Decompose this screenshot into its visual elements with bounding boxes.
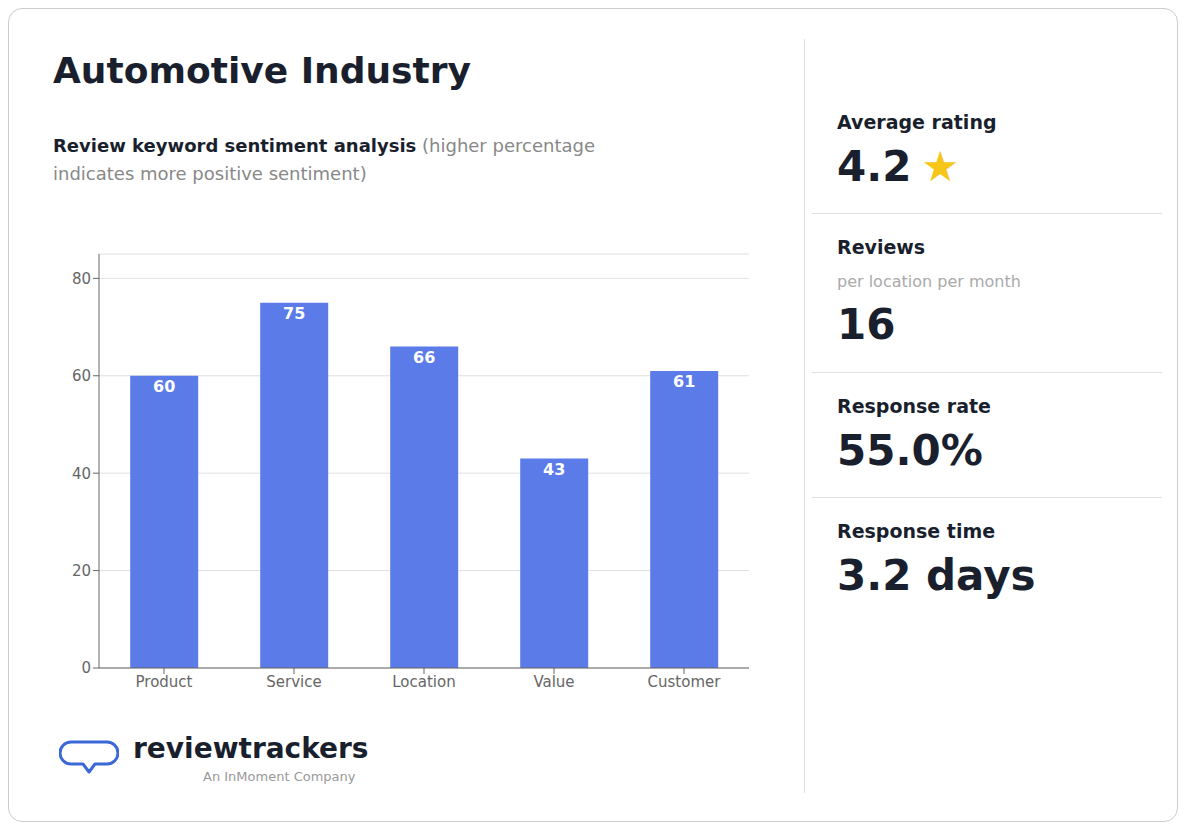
svg-text:0: 0: [81, 659, 91, 677]
svg-text:40: 40: [72, 465, 91, 483]
html-text:16: 16: [837, 300, 896, 350]
html-text:Response rate: Response rate: [837, 394, 991, 417]
html-text:Average rating: Average rating: [837, 111, 997, 133]
svg-text:43: 43: [543, 460, 565, 479]
html-text:Automotive Industry: Automotive Industry: [53, 50, 471, 91]
svg-text:Customer: Customer: [648, 673, 722, 691]
html-text:Review keyword sentiment analy: Review keyword sentiment analysis (highe…: [53, 135, 595, 157]
html-text:indicates more positive sentim: indicates more positive sentiment): [53, 163, 367, 185]
html-text:Reviews: Reviews: [837, 236, 926, 259]
svg-text:20: 20: [72, 562, 91, 580]
html-text:An InMoment Company: An InMoment Company: [203, 768, 356, 784]
html-text:55.0%: 55.0%: [837, 425, 983, 475]
html-text:3.2 days: 3.2 days: [837, 550, 1036, 600]
svg-text:Product: Product: [136, 673, 193, 691]
svg-text:61: 61: [673, 372, 695, 391]
html-text:reviewtrackers: reviewtrackers: [133, 732, 369, 765]
svg-text:60: 60: [72, 367, 91, 385]
svg-text:Location: Location: [392, 673, 455, 691]
svg-text:Value: Value: [533, 673, 574, 691]
html-text:4.2 ★: 4.2 ★: [837, 142, 960, 191]
svg-text:60: 60: [153, 377, 175, 396]
svg-text:66: 66: [413, 348, 435, 367]
svg-text:80: 80: [72, 270, 91, 288]
svg-text:75: 75: [283, 304, 305, 323]
html-text:per location per month: per location per month: [837, 272, 1021, 292]
svg-text:Service: Service: [266, 673, 321, 691]
html-text:Response time: Response time: [837, 519, 996, 542]
